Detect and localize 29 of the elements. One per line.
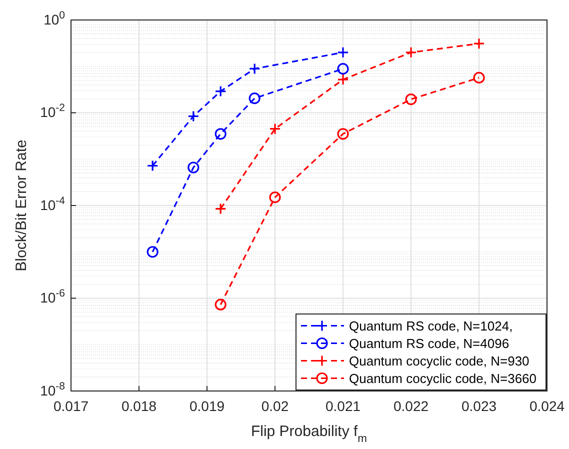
point xyxy=(337,63,349,75)
y-tick-label: 10$^{0}$ xyxy=(44,9,66,28)
point xyxy=(405,94,417,106)
x-tick-label: 0.022 xyxy=(393,398,429,414)
point xyxy=(214,128,226,140)
point xyxy=(248,92,260,104)
x-tick-label: 0.024 xyxy=(529,398,565,414)
x-tick-label: 0.023 xyxy=(461,398,497,414)
y-tick-label: 10$^{-4}$ xyxy=(40,194,66,213)
point xyxy=(214,298,226,310)
y-tick-label: 10$^{-8}$ xyxy=(40,380,66,398)
point xyxy=(146,246,158,258)
x-tick-label: 0.017 xyxy=(53,398,89,414)
x-tick-label: 0.018 xyxy=(121,398,157,414)
legend-label: Quantum cocyclic code, N=3660 xyxy=(349,370,537,386)
point xyxy=(269,192,281,204)
legend-label: Quantum cocyclic code, N=930 xyxy=(349,353,530,368)
x-tick-label: 0.021 xyxy=(325,398,361,414)
point xyxy=(337,128,349,140)
y-tick-label: 10$^{-2}$ xyxy=(40,102,66,120)
legend-label: Quantum RS code, N=1024, xyxy=(349,318,513,334)
x-tick-label: 0.019 xyxy=(189,398,225,414)
point xyxy=(473,72,485,84)
legend-label: Quantum RS code, N=4096 xyxy=(349,336,510,351)
y-tick-label: 10$^{-6}$ xyxy=(40,288,66,306)
x-axis-title: Flip Probability f$_{m}$ xyxy=(250,423,368,445)
point xyxy=(188,162,200,174)
y-axis-title: Block/Bit Error Rate xyxy=(13,140,30,272)
x-tick-label: 0.02 xyxy=(261,398,289,414)
